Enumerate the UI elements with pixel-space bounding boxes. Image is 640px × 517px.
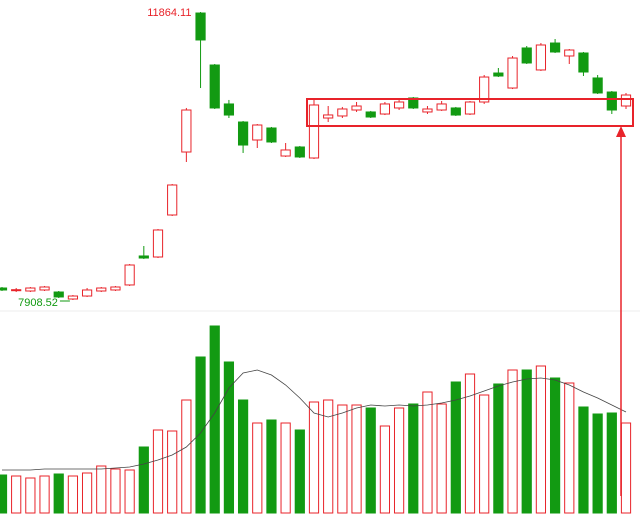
candle-body bbox=[549, 42, 561, 53]
candle-body bbox=[436, 103, 447, 111]
volume-bar bbox=[237, 399, 249, 514]
candle-body bbox=[422, 108, 433, 113]
candle-body bbox=[25, 287, 36, 292]
volume-bar bbox=[592, 413, 603, 514]
volume-bar bbox=[493, 383, 504, 514]
volume-bar bbox=[464, 373, 476, 514]
max-label: 11864.11 bbox=[147, 7, 191, 19]
marks: 11864.11 7908.52 bbox=[0, 7, 632, 514]
volume-bar bbox=[351, 404, 362, 514]
volume-bar bbox=[167, 430, 178, 514]
candle-body bbox=[535, 44, 547, 71]
volume-bar bbox=[578, 406, 589, 514]
candle-body bbox=[237, 121, 249, 146]
candle-body bbox=[11, 289, 22, 292]
volume-bar bbox=[308, 401, 320, 514]
volume-bar bbox=[379, 425, 391, 514]
candle-body bbox=[294, 146, 305, 158]
min-label: 7908.52 bbox=[18, 297, 58, 309]
candle-body bbox=[266, 127, 277, 143]
volume-bar bbox=[195, 356, 206, 514]
candle-body bbox=[223, 103, 235, 116]
candle-body bbox=[181, 109, 192, 153]
candle-body bbox=[337, 108, 348, 117]
candle-body bbox=[252, 124, 263, 141]
candle-body bbox=[67, 295, 79, 300]
volume-bar bbox=[323, 399, 334, 514]
volume-bar bbox=[422, 391, 433, 514]
volume-bar bbox=[507, 369, 518, 514]
volume-bar bbox=[96, 465, 107, 514]
candle-body bbox=[124, 264, 135, 286]
volume-ma-line bbox=[2, 369, 627, 471]
candle-body bbox=[521, 47, 532, 64]
candle-body bbox=[450, 107, 461, 116]
candle-body bbox=[564, 49, 575, 57]
volume-bar bbox=[337, 404, 348, 514]
candle-body bbox=[53, 291, 64, 298]
volume-bar bbox=[408, 403, 419, 514]
candle-body bbox=[152, 229, 164, 258]
volume-bar bbox=[521, 369, 532, 514]
volume-bar bbox=[53, 473, 64, 514]
volume-bar bbox=[266, 419, 277, 514]
candle-body bbox=[209, 64, 220, 109]
volume-bar bbox=[81, 472, 93, 514]
volume-bar bbox=[11, 475, 22, 514]
candle-body bbox=[365, 111, 376, 118]
volume-bar bbox=[294, 429, 305, 514]
volume-bar bbox=[479, 394, 490, 514]
candle-body bbox=[323, 114, 334, 119]
volume-bar bbox=[620, 422, 632, 514]
volume-bar bbox=[39, 475, 50, 514]
candle-body bbox=[280, 149, 291, 157]
volume-bar bbox=[138, 446, 149, 514]
candle-body bbox=[493, 72, 504, 77]
candle-body bbox=[110, 286, 121, 291]
volume-bar bbox=[124, 469, 135, 514]
volume-bar bbox=[564, 382, 575, 514]
volume-bar bbox=[67, 475, 79, 514]
arrow-head bbox=[616, 126, 626, 137]
candle-body bbox=[195, 12, 206, 41]
candle-body bbox=[167, 184, 178, 216]
candle-body bbox=[308, 104, 320, 159]
volume-bar bbox=[181, 399, 192, 514]
volume-bar bbox=[110, 468, 121, 514]
volume-bar bbox=[535, 365, 547, 514]
volume-bar bbox=[436, 403, 447, 514]
candle-body bbox=[96, 287, 107, 292]
volume-bar bbox=[549, 377, 561, 514]
candle-body bbox=[39, 286, 50, 291]
volume-bar bbox=[25, 477, 36, 514]
volume-bar bbox=[223, 361, 235, 514]
highlight-box bbox=[306, 98, 634, 127]
volume-bar bbox=[280, 422, 291, 514]
candle-body bbox=[464, 101, 476, 115]
candle-body bbox=[81, 289, 93, 297]
volume-bar bbox=[393, 407, 405, 514]
volume-bar bbox=[152, 429, 164, 514]
candle-body bbox=[408, 97, 419, 109]
volume-bar bbox=[365, 407, 376, 514]
candle-body bbox=[578, 52, 589, 73]
candle-body bbox=[379, 103, 391, 115]
volume-bar bbox=[606, 412, 617, 514]
candle-body bbox=[507, 57, 518, 89]
volume-bar bbox=[252, 422, 263, 514]
volume-bar bbox=[209, 325, 220, 514]
candle-body bbox=[479, 76, 490, 103]
volume-bar bbox=[450, 381, 461, 514]
candle-body bbox=[592, 77, 603, 94]
volume-bar bbox=[0, 474, 8, 514]
candle-body bbox=[620, 94, 632, 107]
candle-body bbox=[606, 91, 617, 111]
candle-body bbox=[393, 101, 405, 109]
candle-body bbox=[0, 287, 8, 291]
candle-body bbox=[138, 255, 149, 259]
candle-body bbox=[351, 105, 362, 111]
